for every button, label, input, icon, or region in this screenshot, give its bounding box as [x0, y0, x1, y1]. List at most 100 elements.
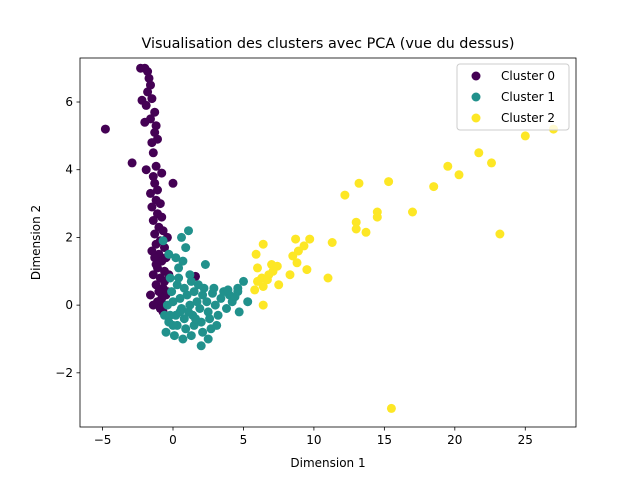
point-cluster-2	[354, 178, 364, 188]
point-cluster-1	[174, 263, 184, 273]
point-cluster-0	[157, 168, 167, 178]
point-cluster-2	[274, 280, 284, 290]
point-cluster-1	[210, 300, 220, 310]
point-cluster-0	[141, 100, 151, 110]
point-cluster-0	[148, 300, 158, 310]
point-cluster-1	[178, 256, 188, 266]
point-cluster-1	[175, 293, 185, 303]
point-cluster-0	[148, 148, 158, 158]
point-cluster-1	[239, 276, 248, 286]
point-cluster-0	[157, 212, 167, 222]
point-cluster-0	[148, 216, 158, 225]
point-cluster-2	[520, 131, 530, 141]
point-cluster-2	[408, 207, 417, 217]
point-cluster-0	[153, 185, 162, 195]
x-tick-label: 15	[377, 433, 392, 447]
point-cluster-1	[165, 273, 175, 283]
point-cluster-2	[384, 177, 394, 187]
point-cluster-2	[305, 234, 315, 244]
point-cluster-1	[182, 290, 192, 300]
point-cluster-0	[147, 246, 157, 256]
axis-ticks: −5 0 5 10 15 20 25 −2 0 2 4 6	[55, 95, 533, 447]
point-cluster-2	[291, 234, 301, 244]
point-cluster-1	[185, 300, 195, 310]
point-cluster-1	[200, 260, 210, 269]
x-tick-label: 20	[447, 433, 462, 447]
point-cluster-2	[285, 270, 295, 280]
point-cluster-2	[327, 238, 337, 247]
y-tick-label: −2	[55, 366, 73, 380]
point-cluster-0	[151, 280, 161, 290]
legend-label-cluster-2: Cluster 2	[501, 111, 555, 125]
point-cluster-2	[292, 258, 302, 268]
point-cluster-1	[177, 232, 186, 242]
point-cluster-1	[189, 287, 199, 297]
point-cluster-0	[160, 243, 169, 253]
point-cluster-2	[351, 217, 361, 227]
point-cluster-1	[191, 314, 200, 324]
point-cluster-1	[192, 297, 202, 307]
point-cluster-1	[234, 307, 244, 317]
point-cluster-2	[495, 229, 505, 239]
point-cluster-1	[158, 236, 168, 246]
point-cluster-1	[168, 320, 178, 330]
point-cluster-1	[203, 307, 213, 317]
point-cluster-1	[222, 304, 231, 313]
point-cluster-2	[302, 265, 312, 275]
point-cluster-2	[251, 249, 261, 259]
point-cluster-2	[361, 227, 371, 237]
point-cluster-2	[429, 182, 439, 192]
point-cluster-2	[250, 285, 260, 295]
point-cluster-0	[127, 158, 137, 168]
point-cluster-0	[151, 161, 161, 171]
point-cluster-1	[175, 307, 185, 317]
point-cluster-0	[147, 94, 157, 104]
x-tick-label: 25	[518, 433, 533, 447]
point-cluster-2	[258, 300, 268, 310]
point-cluster-0	[150, 107, 160, 117]
point-cluster-1	[181, 324, 191, 334]
legend-marker-cluster-2	[471, 113, 481, 123]
point-cluster-0	[151, 239, 161, 249]
point-cluster-2	[386, 403, 396, 413]
point-cluster-2	[487, 158, 496, 168]
point-cluster-2	[258, 239, 268, 249]
point-cluster-0	[148, 172, 158, 181]
point-cluster-1	[212, 320, 222, 330]
point-cluster-1	[203, 334, 213, 344]
x-axis-label: Dimension 1	[290, 456, 365, 470]
point-cluster-1	[189, 320, 199, 330]
legend: Cluster 0 Cluster 1 Cluster 2	[456, 63, 570, 131]
point-cluster-1	[243, 297, 253, 307]
point-cluster-0	[147, 138, 157, 148]
point-cluster-2	[258, 282, 268, 291]
point-cluster-0	[168, 178, 178, 188]
point-cluster-1	[216, 293, 226, 303]
point-cluster-1	[196, 341, 206, 351]
point-cluster-0	[143, 67, 153, 76]
point-cluster-1	[174, 273, 184, 283]
x-tick-label: 10	[306, 433, 321, 447]
point-cluster-1	[184, 226, 193, 236]
point-cluster-2	[454, 170, 464, 180]
point-cluster-2	[474, 148, 484, 158]
point-cluster-1	[195, 304, 205, 313]
point-cluster-1	[167, 287, 177, 297]
point-cluster-1	[199, 283, 209, 293]
point-cluster-1	[223, 285, 233, 295]
x-tick-label: 5	[240, 433, 248, 447]
point-cluster-2	[443, 161, 453, 171]
point-cluster-0	[148, 270, 158, 280]
point-cluster-1	[186, 331, 196, 341]
point-cluster-1	[172, 280, 182, 290]
point-cluster-1	[185, 270, 195, 280]
point-cluster-1	[181, 243, 191, 253]
point-cluster-2	[288, 251, 298, 261]
point-cluster-0	[143, 87, 153, 97]
legend-label-cluster-0: Cluster 0	[501, 69, 555, 83]
point-cluster-0	[146, 290, 155, 300]
legend-box	[456, 63, 570, 131]
point-cluster-1	[169, 331, 179, 341]
legend-marker-cluster-0	[471, 71, 481, 81]
